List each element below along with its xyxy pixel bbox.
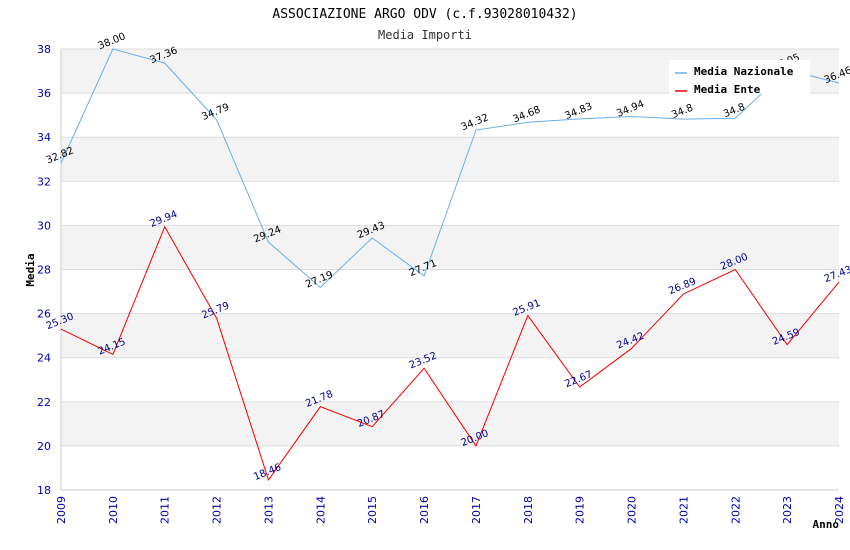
y-tick-label: 34 (37, 131, 51, 144)
y-tick-labels: 18 20 22 24 26 28 30 32 34 36 38 (37, 43, 51, 497)
data-label: 34.8 (722, 102, 747, 121)
x-tick-label: 2011 (159, 496, 172, 524)
data-labels: 32.8238.0037.3634.7929.2427.1929.4327.71… (45, 31, 850, 483)
x-tick-label: 2023 (781, 496, 794, 524)
grid-bands (61, 49, 839, 446)
x-tick-label: 2014 (314, 496, 327, 524)
grid-band (61, 401, 839, 446)
x-tick-label: 2009 (55, 496, 68, 524)
legend-label-media-ente: Media Ente (694, 83, 761, 96)
y-tick-label: 22 (37, 396, 51, 409)
grid-lines (61, 48, 839, 491)
chart-subtitle: Media Importi (378, 28, 472, 42)
x-axis-label: Anno (813, 518, 840, 531)
y-axis-label: Media (24, 253, 37, 286)
chart-title: ASSOCIAZIONE ARGO ODV (c.f.93028010432) (272, 7, 577, 22)
data-label: 34.32 (460, 112, 491, 133)
legend-box (669, 60, 810, 94)
series-line-media-nazionale (60, 48, 840, 289)
y-tick-label: 20 (37, 440, 51, 453)
data-label: 18.46 (252, 462, 283, 483)
x-tick-label: 2018 (522, 496, 535, 524)
y-tick-label: 38 (37, 43, 51, 56)
grid-band (61, 313, 839, 358)
y-tick-label: 26 (37, 308, 51, 321)
x-tick-label: 2024 (833, 496, 846, 524)
x-tick-label: 2021 (677, 496, 690, 524)
x-tick-label: 2013 (262, 496, 275, 524)
x-tick-label: 2016 (418, 496, 431, 524)
series-group (60, 48, 840, 481)
x-tick-label: 2020 (626, 496, 639, 524)
grid-band (61, 137, 839, 182)
data-label: 26.89 (667, 276, 698, 297)
x-tick-label: 2022 (729, 496, 742, 524)
y-tick-label: 32 (37, 175, 51, 188)
axes (60, 49, 839, 491)
x-tick-label: 2010 (107, 496, 120, 524)
y-tick-label: 28 (37, 264, 51, 277)
legend: Media Nazionale Media Ente (669, 60, 810, 96)
data-label: 27.19 (304, 270, 335, 291)
grid-band (61, 225, 839, 270)
data-label: 34.79 (200, 102, 231, 123)
x-tick-labels: 2009 2010 2011 2012 2013 2014 2015 2016 2017 2018… (55, 496, 846, 524)
data-label: 22.67 (563, 369, 594, 390)
x-tick-label: 2017 (470, 496, 483, 524)
y-tick-label: 18 (37, 484, 51, 497)
x-tick-label: 2012 (211, 496, 224, 524)
y-tick-label: 36 (37, 87, 51, 100)
data-label: 34.8 (670, 103, 695, 122)
legend-label-media-nazionale: Media Nazionale (694, 65, 794, 78)
y-tick-label: 24 (37, 352, 51, 365)
y-tick-label: 30 (37, 219, 51, 232)
series-line-media-ente (60, 225, 840, 481)
x-tick-label: 2019 (574, 496, 587, 524)
x-tick-label: 2015 (366, 496, 379, 524)
